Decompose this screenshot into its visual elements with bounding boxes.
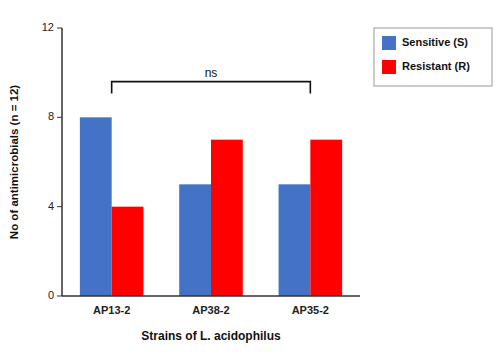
legend-label: Resistant (R) xyxy=(402,60,470,72)
x-axis: AP13-2 AP38-2 AP35-2 xyxy=(93,304,329,316)
x-axis-label: Strains of L. acidophilus xyxy=(141,329,281,343)
y-axis: 0 4 8 12 xyxy=(42,21,62,301)
legend-label: Sensitive (S) xyxy=(402,36,468,48)
legend-swatch xyxy=(382,60,396,74)
bar xyxy=(112,207,144,296)
y-tick-label: 12 xyxy=(42,21,54,33)
bar xyxy=(211,140,243,296)
y-axis-label: No of antimicrobials (n = 12) xyxy=(8,85,20,239)
bars xyxy=(80,117,342,296)
bracket xyxy=(112,82,311,94)
bar xyxy=(310,140,342,296)
y-axis-line xyxy=(61,28,63,296)
y-tick-label: 0 xyxy=(48,289,54,301)
legend: Sensitive (S) Resistant (R) xyxy=(374,28,492,86)
y-tick-label: 4 xyxy=(48,200,54,212)
chart: 0 4 8 12 AP13-2 AP38-2 AP35-2 Strains of L. aci… xyxy=(0,0,500,354)
bar xyxy=(80,117,112,296)
x-tick-label: AP35-2 xyxy=(292,304,329,316)
bar xyxy=(279,184,311,296)
legend-swatch xyxy=(382,36,396,50)
legend-frame xyxy=(374,28,492,86)
y-tick-label: 8 xyxy=(48,110,54,122)
bar xyxy=(179,184,211,296)
annotation: ns xyxy=(205,66,218,80)
x-axis-line xyxy=(62,295,360,297)
x-tick-label: AP13-2 xyxy=(93,304,130,316)
x-tick-label: AP38-2 xyxy=(192,304,229,316)
